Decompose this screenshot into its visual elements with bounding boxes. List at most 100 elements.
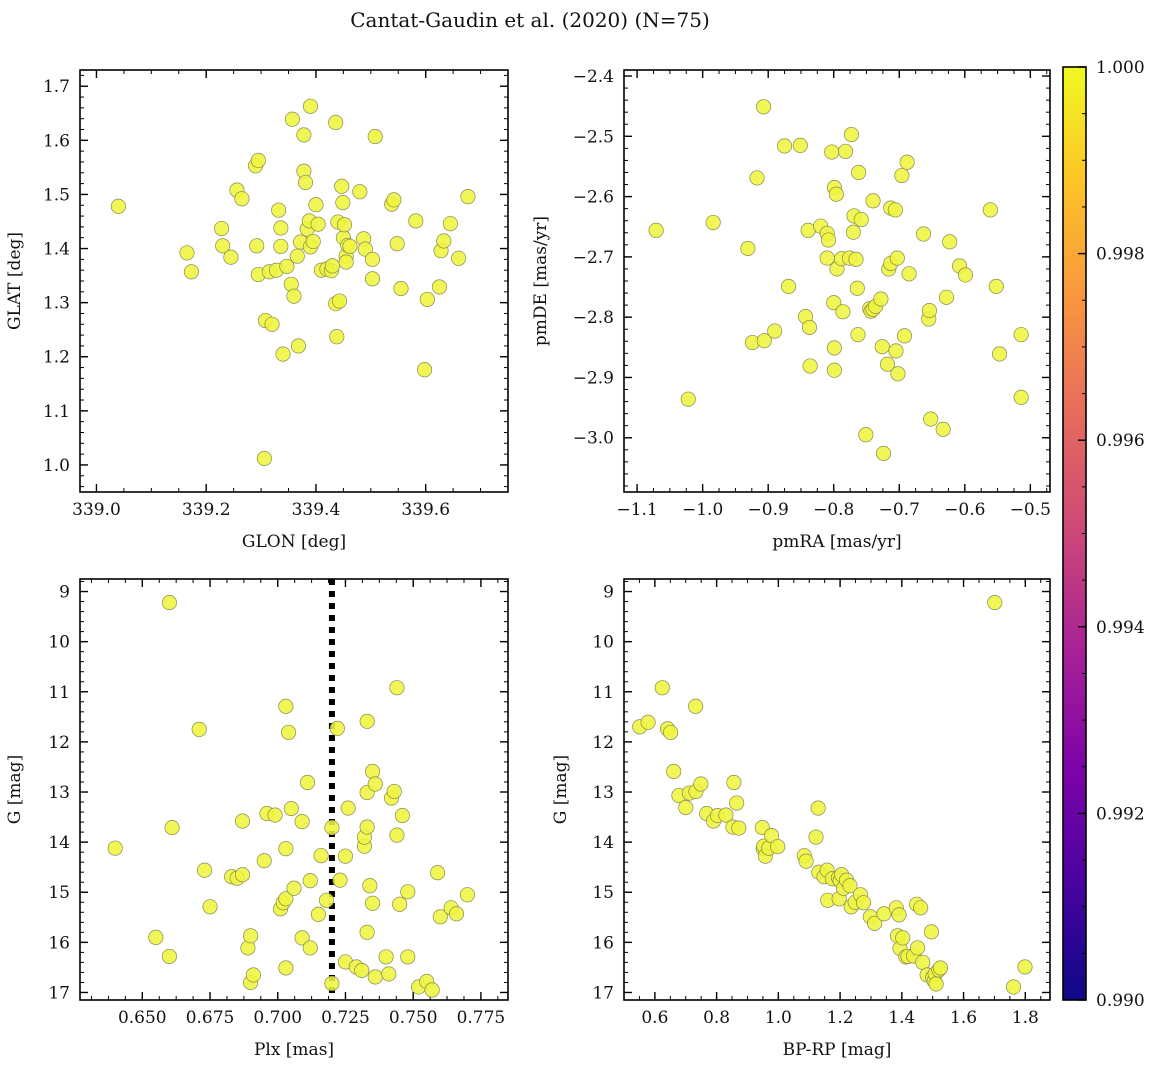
- scatter-point: [460, 189, 476, 205]
- scatter-point: [256, 853, 272, 869]
- data-layer: [632, 595, 1033, 995]
- data-layer: [110, 98, 476, 467]
- scatter-point: [362, 878, 378, 894]
- scatter-point: [197, 862, 213, 878]
- scatter-point: [928, 976, 944, 992]
- colorbar-tick-label: 0.990: [1096, 991, 1145, 1011]
- scatter-point: [365, 763, 381, 780]
- scatter-point: [393, 281, 409, 297]
- scatter-point: [324, 820, 340, 836]
- scatter-point: [359, 713, 375, 729]
- scatter-point: [932, 960, 948, 976]
- y-axis-label: G [mag]: [5, 755, 25, 824]
- scatter-point: [381, 966, 397, 982]
- scatter-point: [865, 193, 881, 209]
- x-tick-label: −0.8: [813, 500, 854, 520]
- scatter-point: [640, 714, 656, 730]
- scatter-point: [923, 411, 939, 427]
- scatter-point: [250, 152, 266, 168]
- scatter-point: [256, 450, 272, 467]
- scatter-point: [234, 191, 250, 207]
- scatter-point: [234, 867, 251, 883]
- scatter-point: [726, 774, 742, 791]
- scatter-point: [810, 800, 826, 816]
- scatter-point: [767, 323, 783, 339]
- colorbar-tick-label: 0.996: [1096, 431, 1145, 451]
- x-tick-label: 1.0: [765, 1008, 792, 1028]
- y-tick-label: 10: [48, 633, 70, 653]
- scatter-point: [987, 595, 1003, 611]
- scatter-point: [305, 233, 321, 250]
- scatter-point: [164, 820, 180, 836]
- x-tick-label: 0.700: [253, 1008, 302, 1028]
- scatter-point: [364, 271, 381, 287]
- y-tick-label: 16: [48, 933, 70, 953]
- x-tick-label: 1.8: [1012, 1008, 1039, 1028]
- scatter-point: [386, 192, 402, 208]
- scatter-point: [896, 328, 913, 344]
- scatter-point: [756, 99, 772, 115]
- panel-proper-motion: −1.1 −1.0 −0.9 −0.8 −0.7 −0.6 −0.5 −3.0 −2.9 −2.8…: [531, 67, 1051, 552]
- scatter-point: [357, 241, 373, 257]
- x-axis-label: BP-RP [mag]: [783, 1040, 892, 1060]
- scatter-point: [1013, 327, 1029, 343]
- scatter-point: [332, 872, 348, 888]
- scatter-point: [267, 807, 283, 823]
- y-tick-label: 1.4: [43, 240, 70, 260]
- scatter-point: [888, 343, 904, 359]
- scatter-point: [367, 128, 383, 145]
- scatter-point: [718, 807, 734, 823]
- scatter-point: [436, 233, 452, 249]
- y-tick-label: 14: [592, 833, 614, 853]
- scatter-point: [294, 814, 310, 830]
- x-tick-label: −0.5: [1010, 500, 1051, 520]
- colorbar-tick-label: 0.992: [1096, 804, 1145, 824]
- scatter-point: [777, 138, 793, 154]
- scatter-point: [824, 144, 840, 160]
- scatter-point: [328, 114, 344, 131]
- y-tick-label: 17: [48, 983, 70, 1003]
- x-tick-label: −0.9: [748, 500, 789, 520]
- scatter-point: [223, 249, 239, 265]
- scatter-point: [215, 238, 231, 254]
- scatter-point: [654, 680, 670, 696]
- y-tick-label: 12: [592, 733, 614, 753]
- scatter-point: [161, 595, 177, 611]
- x-tick-label: 1.6: [950, 1008, 977, 1028]
- scatter-point: [853, 211, 869, 228]
- scatter-point: [389, 827, 405, 843]
- scatter-point: [459, 887, 475, 903]
- scatter-point: [214, 220, 230, 237]
- scatter-point: [848, 251, 864, 267]
- scatter-point: [334, 178, 350, 194]
- scatter-point: [874, 339, 890, 355]
- scatter-point: [901, 266, 917, 282]
- scatter-point: [386, 783, 402, 800]
- y-tick-label: 16: [592, 933, 614, 953]
- scatter-point: [389, 680, 405, 696]
- scatter-point: [342, 238, 358, 254]
- scatter-point: [431, 279, 447, 295]
- plot-frame: [79, 578, 509, 1001]
- scatter-point: [808, 829, 824, 845]
- scatter-point: [378, 949, 394, 965]
- scatter-point: [887, 202, 903, 218]
- y-tick-label: 9: [603, 583, 614, 603]
- scatter-point: [352, 184, 368, 200]
- scatter-point: [324, 975, 340, 992]
- scatter-point: [243, 928, 259, 944]
- scatter-point: [705, 214, 721, 231]
- scatter-point: [982, 202, 998, 218]
- scatter-point: [338, 254, 354, 270]
- scatter-point: [107, 840, 123, 856]
- scatter-point: [408, 213, 424, 229]
- y-tick-label: 9: [59, 583, 70, 603]
- x-tick-label: 339.6: [401, 500, 450, 520]
- scatter-point: [666, 763, 682, 780]
- scatter-point: [828, 186, 844, 202]
- colorbar: 0.990 0.992 0.994 0.996 0.998 1.000: [1062, 58, 1145, 1011]
- scatter-point: [310, 906, 326, 922]
- scatter-point: [419, 291, 435, 307]
- scatter-point: [899, 154, 915, 170]
